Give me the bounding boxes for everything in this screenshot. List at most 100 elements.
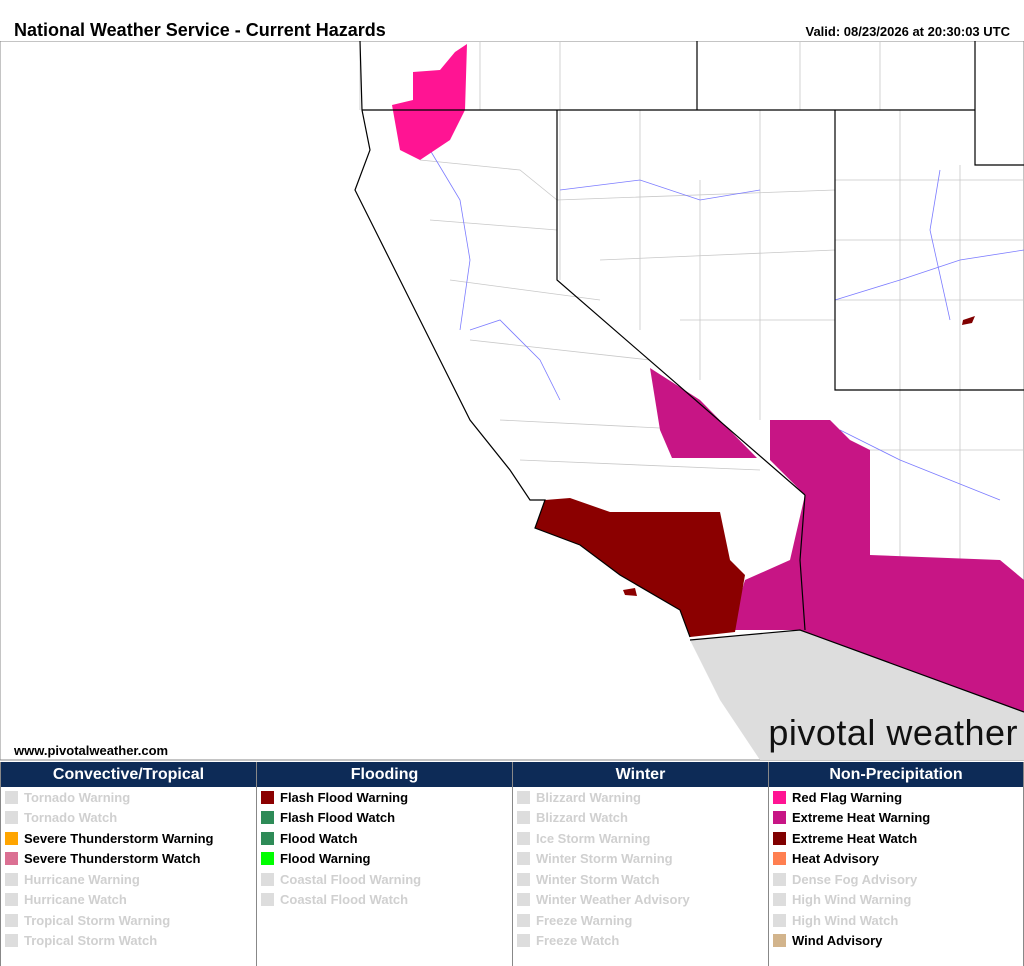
legend-swatch [773,872,786,886]
legend-swatch [261,852,274,866]
legend-item: Coastal Flood Warning [257,869,512,890]
legend-label: Freeze Watch [536,933,620,949]
legend-item: Blizzard Watch [513,808,768,829]
legend-swatch [517,872,530,886]
legend-item: Winter Storm Warning [513,849,768,870]
legend-label: Flash Flood Warning [280,789,409,805]
legend-label: Flood Watch [280,830,358,846]
extreme-heat-watch-area [962,316,975,325]
map [0,41,1024,761]
legend-swatch [773,913,786,927]
legend-swatch [261,893,274,907]
legend-item: Ice Storm Warning [513,828,768,849]
legend-label: Dense Fog Advisory [792,871,918,887]
legend-label: Tornado Watch [24,810,118,826]
legend-swatch [517,831,530,845]
legend-item: Wind Advisory [769,931,1023,952]
legend-label: High Wind Warning [792,892,912,908]
logo: pivotal weather [768,712,1018,753]
legend-item: Extreme Heat Warning [769,808,1023,829]
legend-label: Extreme Heat Warning [792,810,931,826]
extreme-heat-area [650,368,757,458]
legend-column-title: Flooding [257,762,512,787]
legend-item: Winter Weather Advisory [513,890,768,911]
legend-column: Non-Precipitation Red Flag Warning Extreme… [768,762,1024,966]
state-borders [362,41,1024,713]
legend-swatch [517,790,530,804]
legend-item: Flash Flood Warning [257,787,512,808]
legend-item: Flood Watch [257,828,512,849]
legend-swatch [517,811,530,825]
site-url: www.pivotalweather.com [14,743,169,758]
legend-item: Winter Storm Watch [513,869,768,890]
legend-swatch [261,811,274,825]
legend-label: Winter Storm Watch [536,871,660,887]
legend-swatch [5,913,18,927]
legend-item: Red Flag Warning [769,787,1023,808]
legend-swatch [517,852,530,866]
legend-swatch [773,790,786,804]
legend-swatch [5,831,18,845]
legend-label: Freeze Warning [536,912,633,928]
legend-label: Hurricane Warning [24,871,140,887]
legend-item: Flood Warning [257,849,512,870]
legend-swatch [517,934,530,948]
legend-label: Heat Advisory [792,851,879,867]
legend-label: Flash Flood Watch [280,810,396,826]
legend-item: Blizzard Warning [513,787,768,808]
legend-swatch [773,831,786,845]
legend-label: Tornado Warning [24,789,131,805]
legend-swatch [517,893,530,907]
legend-column: Flooding Flash Flood Warning Flash Flood W… [256,762,512,966]
legend-swatch [261,831,274,845]
valid-time: Valid: 08/23/2026 at 20:30:03 UTC [805,24,1010,39]
legend-column-title: Winter [513,762,768,787]
legend-label: Severe Thunderstorm Watch [24,851,201,867]
legend-label: Wind Advisory [792,933,883,949]
legend-item: Tropical Storm Warning [1,910,256,931]
legend-swatch [773,893,786,907]
legend-column-title: Convective/Tropical [1,762,256,787]
legend-column-title: Non-Precipitation [769,762,1023,787]
legend-item: Severe Thunderstorm Warning [1,828,256,849]
legend-swatch [261,790,274,804]
legend-label: Winter Weather Advisory [536,892,690,908]
legend-item: Hurricane Warning [1,869,256,890]
legend-item: High Wind Watch [769,910,1023,931]
legend-label: Red Flag Warning [792,789,903,805]
legend-item: Severe Thunderstorm Watch [1,849,256,870]
county-lines [359,41,1024,560]
legend-swatch [773,811,786,825]
legend-label: Hurricane Watch [24,892,127,908]
legend-label: Ice Storm Warning [536,830,651,846]
legend-label: Blizzard Warning [536,789,641,805]
legend-label: Coastal Flood Warning [280,871,422,887]
legend-label: Severe Thunderstorm Warning [24,830,214,846]
legend-swatch [5,852,18,866]
legend: Convective/Tropical Tornado Warning Tornad… [0,762,1024,966]
coastline [354,41,691,638]
legend-swatch [5,934,18,948]
legend-label: High Wind Watch [792,912,899,928]
mexico [690,630,1024,760]
legend-item: Tornado Warning [1,787,256,808]
legend-swatch [517,913,530,927]
legend-item: High Wind Warning [769,890,1023,911]
legend-swatch [773,934,786,948]
legend-item: Heat Advisory [769,849,1023,870]
legend-column: Convective/Tropical Tornado Warning Tornad… [0,762,256,966]
legend-swatch [261,872,274,886]
legend-item: Flash Flood Watch [257,808,512,829]
flash-flood-area [535,498,745,637]
legend-swatch [5,811,18,825]
legend-label: Flood Warning [280,851,371,867]
legend-item: Freeze Watch [513,931,768,952]
title: National Weather Service - Current Hazar… [14,20,386,40]
legend-label: Winter Storm Warning [536,851,673,867]
legend-label: Tropical Storm Warning [24,912,171,928]
legend-item: Coastal Flood Watch [257,890,512,911]
rivers [429,149,1024,501]
legend-item: Hurricane Watch [1,890,256,911]
legend-item: Extreme Heat Watch [769,828,1023,849]
